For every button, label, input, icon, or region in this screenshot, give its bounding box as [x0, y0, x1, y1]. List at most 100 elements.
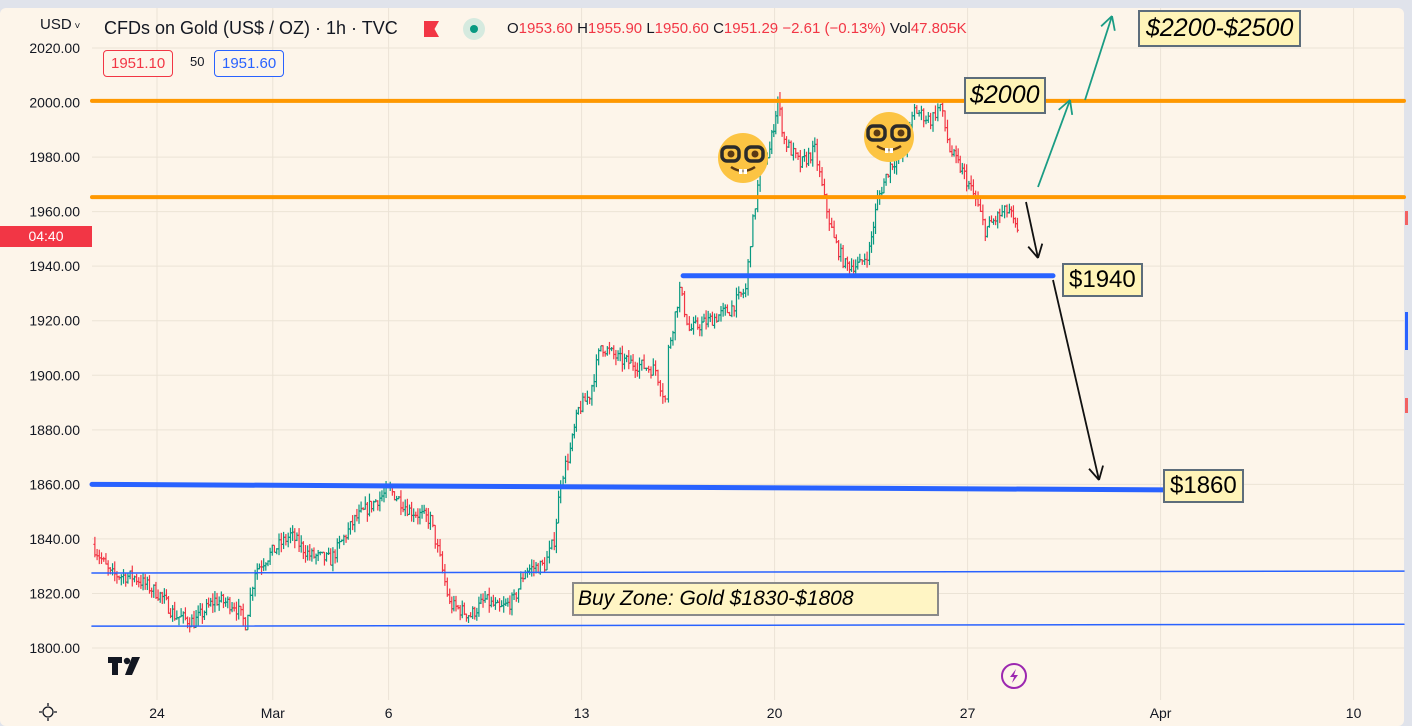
time-axis[interactable]: 24 Mar 6 13 20 27 Apr 10	[149, 705, 1361, 721]
sun-settings-icon[interactable]	[39, 703, 57, 721]
ohlc-bar	[207, 597, 211, 608]
ohlc-bar	[279, 532, 283, 553]
ohlc-bar	[438, 538, 442, 557]
ohlc-bar	[428, 511, 432, 530]
ohlc-bar	[536, 562, 540, 574]
nerd-face-emoji	[864, 112, 914, 162]
ohlc-bar	[483, 590, 487, 603]
chevron-down-icon: ˅	[71, 21, 81, 32]
note-2000[interactable]: $2000	[964, 77, 1046, 114]
time-tick-label: Mar	[261, 705, 285, 721]
ohlc-bar	[876, 190, 880, 211]
symbol-title[interactable]: CFDs on Gold (US$ / OZ) · 1h · TVC	[104, 18, 398, 38]
ohlc-bar	[675, 306, 679, 318]
price-tick-label: 1980.00	[29, 149, 80, 165]
horizontal-levels[interactable]	[89, 98, 1406, 627]
ohlc-bar	[818, 160, 822, 178]
ohlc-bar	[530, 559, 534, 577]
ohlc-bar	[627, 350, 631, 370]
emoji-drawings[interactable]	[718, 112, 914, 183]
ohlc-bar	[126, 572, 130, 584]
price-tick-label: 1920.00	[29, 313, 80, 329]
ohlc-bar	[969, 175, 973, 191]
lightning-icon[interactable]	[1001, 663, 1027, 689]
price-tick-label: 1860.00	[29, 476, 80, 492]
ohlc-bar	[270, 544, 274, 556]
buy-price-button[interactable]: 1951.60	[214, 50, 285, 77]
arrow-head	[1058, 99, 1071, 111]
ohlc-bar	[139, 574, 143, 589]
glasses-left	[866, 124, 887, 142]
price-tick-label: 1880.00	[29, 422, 80, 438]
ohlc-bar	[152, 584, 156, 598]
ohlc-bar	[433, 524, 437, 549]
ohlc-bar	[948, 137, 952, 153]
note-1860[interactable]: $1860	[1163, 469, 1244, 503]
ohlc-bar	[839, 243, 843, 262]
ohlc-bar	[971, 179, 975, 196]
ohlc-bar	[669, 337, 673, 349]
ohlc-bar	[778, 92, 782, 117]
ohlc-bar	[508, 595, 512, 615]
ohlc-bar	[700, 316, 704, 337]
price-axis[interactable]: 2020.00 2000.00 1980.00 1960.00 1940.00 1920.…	[29, 40, 80, 656]
ohlc-bar	[523, 570, 527, 580]
market-open-dot-icon[interactable]	[463, 18, 485, 40]
ohlc-bar	[175, 610, 179, 620]
ohlc-bar	[654, 360, 658, 376]
spread-value: 50	[190, 54, 205, 69]
ohlc-bar	[809, 152, 813, 164]
arrow-drawings[interactable]	[1025, 15, 1116, 481]
ohlc-bar	[919, 105, 923, 121]
tradingview-logo-icon[interactable]	[108, 657, 140, 675]
note-target-high[interactable]: $2200-$2500	[1138, 10, 1302, 47]
level-line	[91, 570, 1405, 574]
arrow	[1084, 15, 1116, 101]
ohlc-bar	[985, 225, 989, 238]
price-tick-label: 2020.00	[29, 40, 80, 56]
ohlc-bar	[933, 105, 937, 121]
ohlc-bar	[316, 549, 320, 562]
flag-icon[interactable]	[424, 21, 439, 37]
ohlc-bar	[689, 323, 693, 331]
ohlc-bar	[730, 300, 734, 318]
ohlc-bar	[872, 221, 876, 245]
ohlc-bar	[753, 208, 757, 220]
price-tick-label: 1960.00	[29, 204, 80, 220]
ohlc-bar	[642, 354, 646, 370]
note-1940[interactable]: $1940	[1062, 263, 1143, 297]
ohlc-bar	[378, 491, 382, 512]
sell-price-button[interactable]: 1951.10	[103, 50, 174, 77]
ohlc-bar	[248, 587, 252, 618]
note-buy-zone[interactable]: Buy Zone: Gold $1830-$1808	[572, 582, 939, 616]
ohlc-bar	[416, 508, 420, 525]
tooth	[889, 148, 893, 153]
ohlc-bar	[822, 178, 826, 197]
ohlc-bar	[978, 198, 982, 213]
ohlc-bar	[196, 605, 200, 626]
ohlc-bar	[915, 105, 919, 115]
ohlc-bar	[166, 595, 170, 614]
ohlc-bar	[656, 369, 660, 386]
ohlc-bar	[329, 548, 333, 566]
ohlc-bar	[401, 501, 405, 513]
currency-label: USD	[40, 16, 72, 33]
ohlc-bar	[678, 281, 682, 313]
ohlc-bar	[926, 112, 930, 123]
ohlc-bar	[211, 593, 215, 613]
eye	[873, 129, 881, 137]
ohlc-bar	[748, 246, 752, 268]
ohlc-bar	[559, 480, 563, 504]
ohlc-bar	[190, 614, 194, 628]
currency-selector[interactable]: USD ˅	[40, 16, 80, 33]
arrow-head	[1027, 246, 1039, 259]
ohlc-bar	[426, 508, 430, 529]
ohlc-bar	[721, 302, 725, 317]
ohlc-bar	[237, 598, 241, 620]
ohlc-bar	[938, 103, 942, 112]
ohlc-bar	[989, 215, 993, 223]
ohlc-bar	[119, 574, 123, 586]
price-tick-label: 2000.00	[29, 95, 80, 111]
price-tick-label: 1820.00	[29, 585, 80, 601]
